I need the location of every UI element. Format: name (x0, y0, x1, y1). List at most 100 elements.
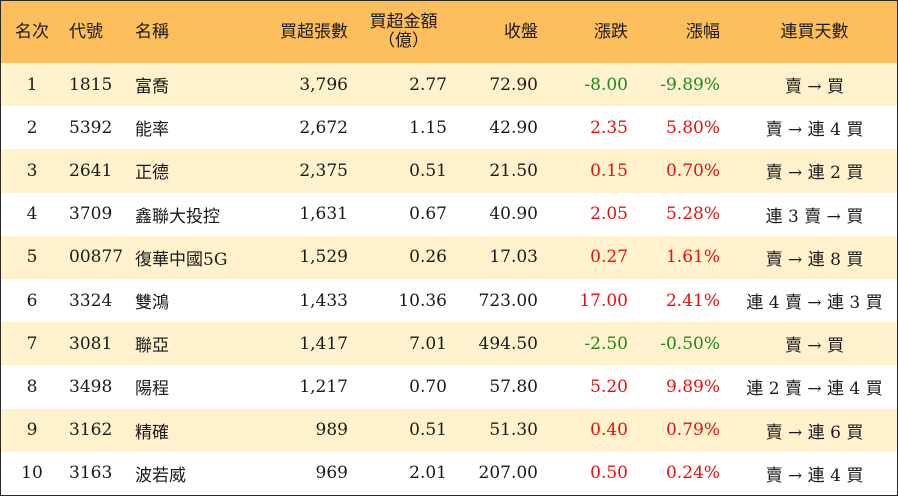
streak-cell: 賣 → 買 (784, 336, 845, 357)
change-cell: 2.05 (590, 204, 628, 225)
change-cell: 17.00 (579, 290, 628, 311)
table-row: 5 00877 復華中國5G 1,529 0.26 17.03 0.27 1.61% 賣 → 連… (1, 235, 897, 279)
header-name: 名稱 (135, 21, 169, 42)
close-cell: 57.80 (489, 376, 538, 397)
close-cell: 207.00 (478, 463, 538, 484)
pct-cell: -0.50% (660, 333, 720, 354)
close-cell: 17.03 (489, 247, 538, 268)
streak-cell: 賣 → 買 (784, 77, 845, 98)
name-cell: 復華中國5G (135, 249, 228, 270)
name-cell: 鑫聯大投控 (135, 206, 220, 227)
close-cell: 42.90 (489, 117, 538, 138)
volume-cell: 989 (315, 420, 348, 441)
amount-cell: 10.36 (398, 290, 447, 311)
table-row: 1 1815 富喬 3,796 2.77 72.90 -8.00 -9.89% 賣 → 買 (1, 63, 897, 107)
pct-cell: 5.28% (665, 204, 720, 225)
close-cell: 723.00 (478, 290, 538, 311)
rank-cell: 10 (21, 463, 43, 484)
volume-cell: 1,529 (299, 247, 348, 268)
amount-cell: 0.51 (409, 160, 447, 181)
pct-cell: -9.89% (660, 74, 720, 95)
streak-cell: 連 4 賣 → 連 3 買 (746, 293, 883, 314)
close-cell: 21.50 (489, 160, 538, 181)
name-cell: 雙鴻 (135, 293, 169, 314)
change-cell: 0.50 (590, 463, 628, 484)
close-cell: 40.90 (489, 204, 538, 225)
amount-cell: 1.15 (409, 117, 447, 138)
rank-cell: 4 (26, 204, 38, 225)
amount-cell: 0.70 (409, 376, 447, 397)
streak-cell: 賣 → 連 4 買 (765, 120, 864, 141)
table-row: 9 3162 精確 989 0.51 51.30 0.40 0.79% 賣 → 連 6 買 (1, 408, 897, 452)
pct-cell: 2.41% (665, 290, 720, 311)
rank-cell: 2 (26, 117, 38, 138)
header-streak: 連買天數 (780, 21, 849, 42)
amount-cell: 0.51 (409, 420, 447, 441)
volume-cell: 2,375 (299, 160, 348, 181)
rank-cell: 3 (26, 160, 38, 181)
code-cell: 00877 (69, 247, 124, 268)
table-body: 1 1815 富喬 3,796 2.77 72.90 -8.00 -9.89% 賣 → 買 2 53… (1, 63, 897, 495)
change-cell: 5.20 (590, 376, 628, 397)
table-row: 10 3163 波若威 969 2.01 207.00 0.50 0.24% 賣 → 連 4 買 (1, 451, 897, 495)
header-code: 代號 (69, 21, 103, 42)
pct-cell: 5.80% (665, 117, 720, 138)
streak-cell: 賣 → 連 6 買 (765, 422, 864, 443)
table-row: 8 3498 陽程 1,217 0.70 57.80 5.20 9.89% 連 2 賣 → 連 … (1, 365, 897, 409)
close-cell: 51.30 (489, 420, 538, 441)
pct-cell: 0.79% (665, 420, 720, 441)
pct-cell: 9.89% (665, 376, 720, 397)
table-row: 4 3709 鑫聯大投控 1,631 0.67 40.90 2.05 5.28% 連 3 賣 →… (1, 192, 897, 236)
streak-cell: 賣 → 連 2 買 (765, 163, 864, 184)
volume-cell: 969 (315, 463, 348, 484)
header-amount-line1: 買超金額 (369, 12, 438, 32)
name-cell: 富喬 (135, 77, 169, 98)
header-rank: 名次 (15, 21, 49, 42)
rank-cell: 9 (26, 420, 38, 441)
table-row: 3 2641 正德 2,375 0.51 21.50 0.15 0.70% 賣 → 連 2 買 (1, 149, 897, 193)
name-cell: 正德 (135, 163, 169, 184)
code-cell: 3162 (69, 420, 113, 441)
close-cell: 72.90 (489, 74, 538, 95)
amount-cell: 2.01 (409, 463, 447, 484)
code-cell: 3163 (69, 463, 113, 484)
header-volume: 買超張數 (280, 21, 348, 42)
code-cell: 3709 (69, 204, 113, 225)
header-amount-line2: （億） (378, 31, 429, 51)
volume-cell: 3,796 (299, 74, 348, 95)
code-cell: 3324 (69, 290, 113, 311)
volume-cell: 1,631 (299, 204, 348, 225)
volume-cell: 1,217 (299, 376, 348, 397)
streak-cell: 賣 → 連 8 買 (765, 249, 864, 270)
header-pct: 漲幅 (686, 21, 720, 42)
change-cell: -2.50 (584, 333, 628, 354)
pct-cell: 0.70% (665, 160, 720, 181)
change-cell: 0.27 (590, 247, 628, 268)
streak-cell: 賣 → 連 4 買 (765, 465, 864, 486)
pct-cell: 1.61% (665, 247, 720, 268)
name-cell: 波若威 (135, 465, 186, 486)
header-amount: 買超金額 （億） (360, 1, 461, 63)
volume-cell: 2,672 (299, 117, 348, 138)
code-cell: 2641 (69, 160, 113, 181)
name-cell: 陽程 (135, 379, 169, 400)
streak-cell: 連 2 賣 → 連 4 買 (746, 379, 883, 400)
rank-cell: 7 (26, 333, 38, 354)
name-cell: 聯亞 (135, 336, 169, 357)
amount-cell: 2.77 (409, 74, 447, 95)
code-cell: 3498 (69, 376, 113, 397)
name-cell: 能率 (135, 120, 169, 141)
table-row: 7 3081 聯亞 1,417 7.01 494.50 -2.50 -0.50% 賣 → 買 (1, 322, 897, 366)
amount-cell: 7.01 (409, 333, 447, 354)
change-cell: -8.00 (584, 74, 628, 95)
table-row: 2 5392 能率 2,672 1.15 42.90 2.35 5.80% 賣 → 連 4 買 (1, 106, 897, 150)
code-cell: 5392 (69, 117, 113, 138)
amount-cell: 0.26 (409, 247, 447, 268)
pct-cell: 0.24% (665, 463, 720, 484)
rank-cell: 8 (26, 376, 38, 397)
change-cell: 2.35 (590, 117, 628, 138)
header-close: 收盤 (504, 21, 538, 42)
table-row: 6 3324 雙鴻 1,433 10.36 723.00 17.00 2.41% 連 4 賣 →… (1, 278, 897, 323)
